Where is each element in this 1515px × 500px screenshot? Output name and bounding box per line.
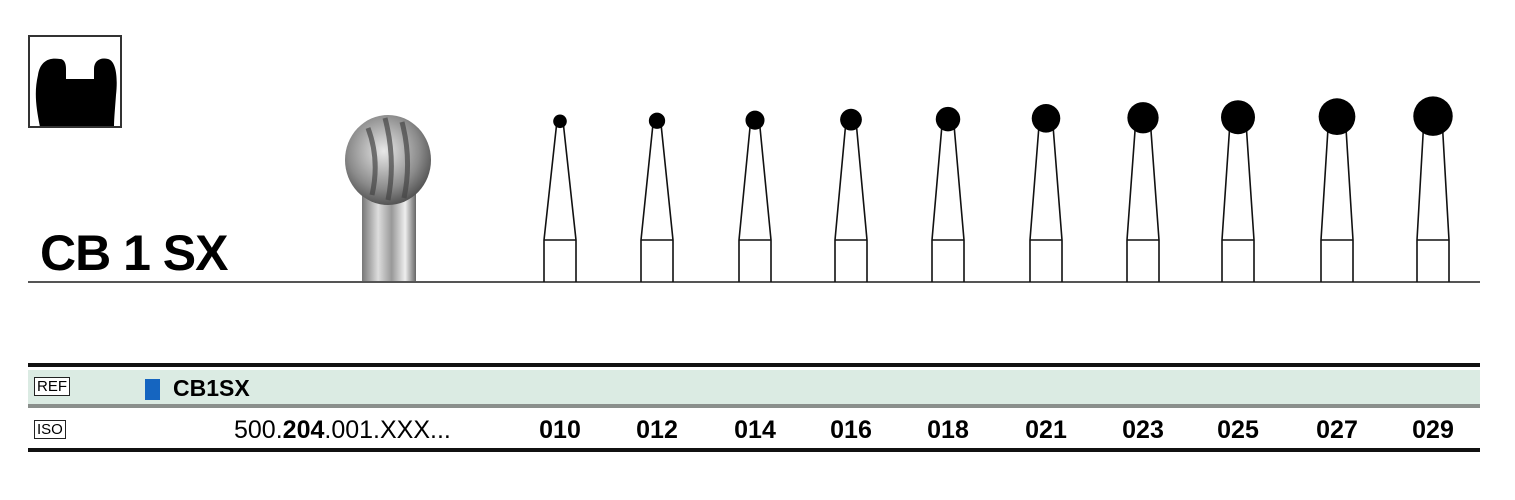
bur-shank bbox=[1221, 117, 1255, 282]
bur-shank bbox=[834, 119, 868, 282]
bur-head bbox=[745, 110, 765, 130]
bur-shank bbox=[1126, 117, 1160, 282]
bur-head bbox=[553, 114, 567, 129]
bur-head bbox=[1127, 102, 1159, 134]
iso-label: ISO bbox=[34, 420, 66, 439]
bur-018 bbox=[931, 106, 965, 282]
iso-size-012: 012 bbox=[636, 416, 678, 444]
bur-012 bbox=[640, 112, 674, 282]
bur-head bbox=[840, 108, 862, 131]
ref-label: REF bbox=[34, 377, 70, 396]
cavity-preparation-icon bbox=[28, 35, 122, 128]
bur-shank bbox=[1416, 116, 1450, 282]
ref-row: REF CB1SX bbox=[28, 370, 1480, 408]
iso-size-029: 029 bbox=[1412, 416, 1454, 444]
bur-drawing bbox=[28, 96, 1480, 283]
bur-shank bbox=[738, 120, 772, 282]
bur-021 bbox=[1029, 104, 1063, 282]
product-title: CB 1 SX bbox=[40, 225, 229, 281]
table-top-rule bbox=[28, 363, 1480, 367]
bur-shank bbox=[543, 121, 577, 282]
iso-size-018: 018 bbox=[927, 416, 969, 444]
iso-size-014: 014 bbox=[734, 416, 776, 444]
iso-size-025: 025 bbox=[1217, 416, 1259, 444]
iso-size-016: 016 bbox=[830, 416, 872, 444]
iso-prefix: 500. bbox=[234, 416, 283, 444]
bur-023 bbox=[1126, 102, 1160, 282]
iso-size-010: 010 bbox=[539, 416, 581, 444]
bur-014 bbox=[738, 110, 772, 282]
iso-size-023: 023 bbox=[1122, 416, 1164, 444]
bur-shank bbox=[640, 120, 674, 282]
table-bottom-rule bbox=[28, 448, 1480, 452]
bur-head bbox=[648, 112, 666, 129]
bur-photo bbox=[345, 115, 431, 282]
bur-016 bbox=[834, 108, 868, 282]
iso-size-021: 021 bbox=[1025, 416, 1067, 444]
bur-027 bbox=[1318, 98, 1356, 282]
bur-025 bbox=[1221, 100, 1255, 282]
ref-value: CB1SX bbox=[173, 375, 250, 401]
iso-number: 500.204.001.XXX... bbox=[234, 416, 451, 445]
bur-head bbox=[1318, 98, 1356, 136]
bur-029 bbox=[1413, 96, 1453, 282]
iso-shape-code: 204 bbox=[282, 416, 325, 444]
bur-shank bbox=[1029, 118, 1063, 282]
bur-shank bbox=[931, 119, 965, 282]
bur-010 bbox=[543, 114, 577, 282]
bur-head bbox=[1031, 104, 1061, 133]
bur-head bbox=[1221, 100, 1255, 135]
bur-head bbox=[1413, 96, 1453, 136]
bur-head bbox=[935, 106, 961, 132]
iso-suffix: .001.XXX... bbox=[324, 416, 451, 444]
iso-size-027: 027 bbox=[1316, 416, 1358, 444]
ref-color-swatch bbox=[145, 379, 160, 400]
bur-shank bbox=[1320, 116, 1354, 282]
